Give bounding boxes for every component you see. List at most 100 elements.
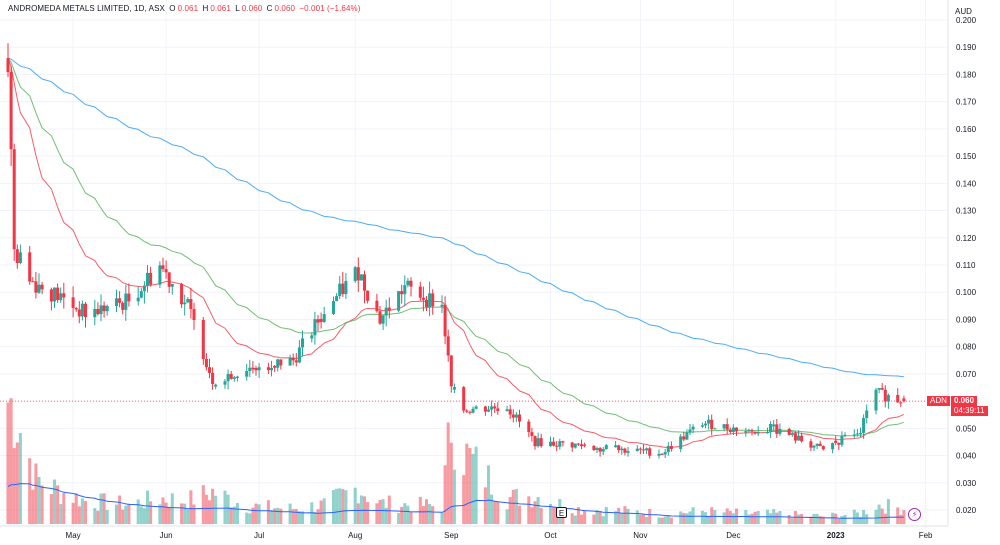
volume-bar bbox=[775, 512, 779, 524]
volume-bar bbox=[359, 495, 363, 524]
volume-bar bbox=[77, 506, 81, 524]
candle-body bbox=[583, 444, 587, 446]
candle-body bbox=[245, 371, 249, 377]
candle-body bbox=[400, 291, 404, 295]
candle-body bbox=[617, 445, 621, 451]
candle-body bbox=[366, 290, 370, 301]
volume-bar bbox=[886, 499, 890, 524]
volume-bar bbox=[598, 510, 602, 524]
volume-bar bbox=[710, 507, 714, 524]
volume-bar bbox=[787, 514, 791, 524]
y-tick-label: 0.020 bbox=[956, 506, 977, 515]
candle-body bbox=[725, 424, 729, 430]
candle-body bbox=[744, 431, 748, 433]
volume-bar bbox=[341, 489, 345, 524]
candle-body bbox=[316, 319, 320, 323]
candle-body bbox=[731, 427, 735, 432]
candle-body bbox=[548, 441, 553, 447]
ma-fast-line bbox=[7, 57, 905, 448]
close-value: 0.060 bbox=[274, 4, 296, 13]
candle-body bbox=[40, 284, 44, 290]
x-tick-label: Nov bbox=[633, 531, 647, 540]
candle-body bbox=[552, 441, 556, 446]
volume-bar bbox=[251, 507, 255, 524]
candle-body bbox=[71, 297, 75, 308]
volume-bar bbox=[536, 496, 540, 524]
volume-bar bbox=[180, 503, 184, 524]
currency-label: AUD bbox=[955, 7, 972, 16]
volume-bar bbox=[663, 516, 667, 524]
candle-body bbox=[118, 298, 122, 303]
volume-bar bbox=[189, 490, 193, 524]
volume-bar bbox=[691, 507, 695, 524]
volume-bar bbox=[356, 503, 360, 524]
volume-bar bbox=[269, 509, 274, 524]
lightning-icon[interactable]: ⚡ bbox=[908, 508, 921, 521]
candle-body bbox=[431, 293, 435, 307]
change-value: −0.001 (−1.64%) bbox=[299, 4, 361, 13]
candle-body bbox=[598, 448, 602, 452]
candle-body bbox=[840, 435, 844, 445]
volume-bar bbox=[744, 510, 748, 524]
candle-body bbox=[862, 418, 866, 433]
volume-bar bbox=[273, 508, 277, 524]
candle-body bbox=[319, 318, 323, 322]
candle-body bbox=[468, 411, 472, 413]
y-tick-label: 0.190 bbox=[956, 43, 977, 52]
candle-body bbox=[558, 441, 562, 447]
candle-body bbox=[713, 428, 717, 430]
candle-body bbox=[539, 438, 543, 447]
candle-body bbox=[77, 309, 81, 317]
volume-bar bbox=[192, 504, 196, 524]
candle-body bbox=[52, 287, 57, 302]
volume-bar bbox=[490, 494, 494, 524]
candle-body bbox=[359, 274, 363, 281]
candle-body bbox=[276, 359, 280, 368]
candle-body bbox=[592, 445, 596, 451]
candle-body bbox=[49, 289, 53, 302]
candle-body bbox=[409, 280, 413, 287]
volume-bar bbox=[428, 504, 432, 524]
volume-bar bbox=[403, 503, 407, 524]
volume-bar bbox=[899, 514, 903, 524]
open-label: O bbox=[169, 4, 176, 13]
volume-bar bbox=[685, 513, 689, 524]
candle-body bbox=[397, 291, 401, 311]
volume-bar bbox=[142, 508, 146, 524]
volume-bar bbox=[728, 510, 732, 524]
candle-body bbox=[855, 433, 859, 435]
volume-bar bbox=[80, 498, 84, 524]
volume-bar bbox=[769, 513, 773, 524]
volume-bar bbox=[595, 510, 599, 524]
volume-bar bbox=[865, 514, 869, 524]
candle-body bbox=[189, 299, 193, 310]
volume-bar bbox=[127, 503, 131, 524]
volume-bar bbox=[96, 510, 100, 524]
candle-body bbox=[756, 431, 760, 434]
volume-bar bbox=[421, 506, 425, 524]
candle-body bbox=[570, 442, 574, 448]
volume-bar bbox=[6, 402, 10, 524]
volume-bar bbox=[601, 516, 605, 524]
candle-body bbox=[641, 449, 646, 451]
countdown-tag: 04:39:11 bbox=[951, 406, 988, 416]
candle-body bbox=[235, 376, 239, 378]
earnings-badge[interactable]: E bbox=[556, 507, 567, 518]
volume-bar bbox=[517, 505, 522, 524]
candle-body bbox=[843, 434, 847, 436]
candle-body bbox=[344, 280, 348, 295]
candle-body bbox=[341, 283, 345, 295]
volume-bar bbox=[713, 510, 717, 524]
ma-slow-line bbox=[7, 57, 904, 378]
volume-bar bbox=[124, 505, 128, 524]
y-tick-label: 0.170 bbox=[956, 98, 977, 107]
volume-bar bbox=[815, 513, 819, 524]
candle-body bbox=[710, 419, 714, 430]
volume-bar bbox=[40, 485, 44, 524]
candle-body bbox=[440, 304, 444, 307]
candle-body bbox=[626, 451, 630, 453]
x-tick-label: Aug bbox=[348, 531, 362, 540]
volume-bar bbox=[626, 508, 630, 524]
candle-body bbox=[136, 297, 140, 302]
